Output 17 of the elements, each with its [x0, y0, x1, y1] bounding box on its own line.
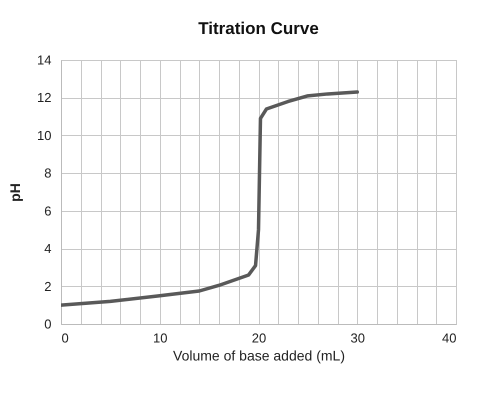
x-tick-label: 0: [62, 330, 69, 346]
y-tick-label: 8: [44, 166, 52, 181]
x-tick-label: 10: [153, 330, 168, 346]
x-tick-label: 30: [350, 330, 365, 346]
chart-title: Titration Curve: [198, 19, 319, 38]
y-tick-label: 2: [44, 278, 52, 294]
x-tick-label: 40: [442, 330, 456, 346]
y-tick-label: 0: [44, 316, 52, 332]
y-tick-label: 12: [37, 90, 52, 106]
y-tick-label: 14: [37, 52, 52, 68]
x-tick-label: 20: [252, 330, 266, 346]
y-tick-label: 6: [44, 203, 52, 218]
y-tick-label: 4: [44, 241, 52, 256]
y-tick-label: 10: [37, 128, 52, 143]
line-series: [61, 90, 359, 307]
y-axis-title: pH: [7, 183, 24, 202]
x-axis-title: Volume of base added (mL): [173, 348, 345, 364]
